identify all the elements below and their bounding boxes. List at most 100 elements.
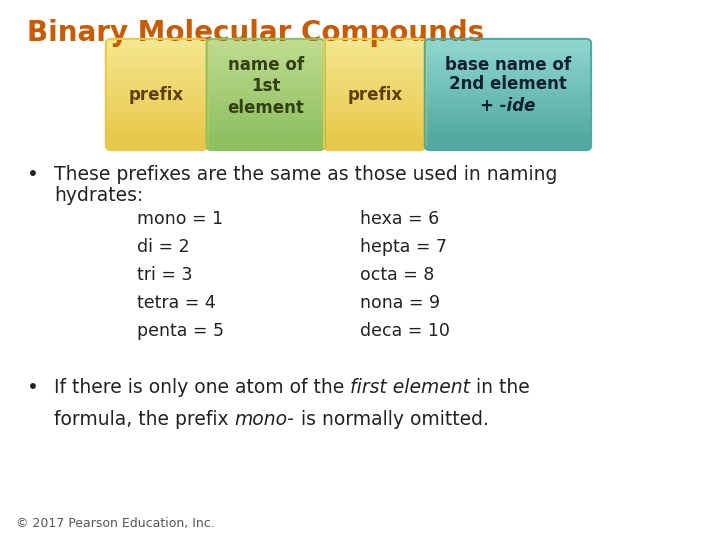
- FancyBboxPatch shape: [425, 49, 591, 60]
- FancyBboxPatch shape: [207, 69, 325, 81]
- FancyBboxPatch shape: [324, 125, 426, 137]
- FancyBboxPatch shape: [207, 59, 325, 71]
- FancyBboxPatch shape: [425, 123, 591, 135]
- FancyBboxPatch shape: [106, 90, 207, 102]
- FancyBboxPatch shape: [106, 46, 207, 58]
- FancyBboxPatch shape: [425, 41, 591, 53]
- FancyBboxPatch shape: [324, 64, 426, 76]
- FancyBboxPatch shape: [324, 87, 426, 99]
- FancyBboxPatch shape: [106, 41, 207, 53]
- Text: is normally omitted.: is normally omitted.: [294, 410, 488, 429]
- FancyBboxPatch shape: [106, 105, 207, 117]
- FancyBboxPatch shape: [106, 103, 207, 114]
- FancyBboxPatch shape: [425, 46, 591, 58]
- FancyBboxPatch shape: [324, 59, 426, 71]
- FancyBboxPatch shape: [425, 66, 591, 78]
- FancyBboxPatch shape: [425, 69, 591, 81]
- FancyBboxPatch shape: [324, 103, 426, 114]
- FancyBboxPatch shape: [106, 131, 207, 143]
- FancyBboxPatch shape: [324, 79, 426, 91]
- FancyBboxPatch shape: [324, 62, 426, 73]
- FancyBboxPatch shape: [106, 92, 207, 104]
- Text: 2nd element: 2nd element: [449, 75, 567, 93]
- FancyBboxPatch shape: [207, 123, 325, 135]
- FancyBboxPatch shape: [425, 38, 591, 50]
- FancyBboxPatch shape: [106, 107, 207, 119]
- Text: first element: first element: [350, 378, 470, 397]
- FancyBboxPatch shape: [207, 49, 325, 60]
- FancyBboxPatch shape: [324, 51, 426, 63]
- Text: mono-: mono-: [235, 410, 294, 429]
- FancyBboxPatch shape: [324, 43, 426, 55]
- FancyBboxPatch shape: [324, 128, 426, 140]
- FancyBboxPatch shape: [324, 123, 426, 135]
- FancyBboxPatch shape: [106, 97, 207, 109]
- FancyBboxPatch shape: [207, 128, 325, 140]
- FancyBboxPatch shape: [324, 72, 426, 83]
- FancyBboxPatch shape: [106, 74, 207, 86]
- FancyBboxPatch shape: [207, 84, 325, 96]
- FancyBboxPatch shape: [324, 110, 426, 122]
- FancyBboxPatch shape: [106, 84, 207, 96]
- FancyBboxPatch shape: [324, 133, 426, 145]
- FancyBboxPatch shape: [425, 107, 591, 119]
- FancyBboxPatch shape: [425, 82, 591, 94]
- FancyBboxPatch shape: [106, 49, 207, 60]
- FancyBboxPatch shape: [324, 84, 426, 96]
- FancyBboxPatch shape: [106, 38, 207, 50]
- FancyBboxPatch shape: [324, 131, 426, 143]
- FancyBboxPatch shape: [207, 87, 325, 99]
- FancyBboxPatch shape: [324, 38, 426, 50]
- FancyBboxPatch shape: [425, 95, 591, 106]
- FancyBboxPatch shape: [207, 90, 325, 102]
- FancyBboxPatch shape: [207, 66, 325, 78]
- FancyBboxPatch shape: [324, 82, 426, 94]
- FancyBboxPatch shape: [207, 105, 325, 117]
- FancyBboxPatch shape: [324, 95, 426, 106]
- FancyBboxPatch shape: [324, 92, 426, 104]
- FancyBboxPatch shape: [324, 41, 426, 53]
- FancyBboxPatch shape: [425, 100, 591, 112]
- FancyBboxPatch shape: [207, 110, 325, 122]
- FancyBboxPatch shape: [207, 136, 325, 147]
- FancyBboxPatch shape: [425, 59, 591, 71]
- FancyBboxPatch shape: [425, 62, 591, 73]
- FancyBboxPatch shape: [324, 107, 426, 119]
- FancyBboxPatch shape: [324, 105, 426, 117]
- FancyBboxPatch shape: [106, 64, 207, 76]
- FancyBboxPatch shape: [207, 113, 325, 125]
- FancyBboxPatch shape: [106, 77, 207, 89]
- FancyBboxPatch shape: [207, 82, 325, 94]
- Text: element: element: [228, 99, 304, 117]
- FancyBboxPatch shape: [324, 46, 426, 58]
- Text: hepta = 7: hepta = 7: [360, 238, 447, 255]
- FancyBboxPatch shape: [207, 120, 325, 132]
- FancyBboxPatch shape: [207, 116, 325, 127]
- Text: name of: name of: [228, 56, 304, 74]
- FancyBboxPatch shape: [106, 95, 207, 106]
- FancyBboxPatch shape: [324, 120, 426, 132]
- FancyBboxPatch shape: [425, 97, 591, 109]
- FancyBboxPatch shape: [106, 54, 207, 65]
- FancyBboxPatch shape: [425, 103, 591, 114]
- Text: hexa = 6: hexa = 6: [360, 210, 439, 227]
- FancyBboxPatch shape: [207, 97, 325, 109]
- FancyBboxPatch shape: [425, 118, 591, 130]
- FancyBboxPatch shape: [207, 64, 325, 76]
- FancyBboxPatch shape: [207, 51, 325, 63]
- FancyBboxPatch shape: [207, 95, 325, 106]
- Text: deca = 10: deca = 10: [360, 322, 450, 340]
- FancyBboxPatch shape: [207, 41, 325, 53]
- FancyBboxPatch shape: [106, 69, 207, 81]
- FancyBboxPatch shape: [324, 100, 426, 112]
- FancyBboxPatch shape: [207, 125, 325, 137]
- FancyBboxPatch shape: [207, 46, 325, 58]
- FancyBboxPatch shape: [106, 120, 207, 132]
- FancyBboxPatch shape: [106, 110, 207, 122]
- Text: + -ide: + -ide: [480, 97, 536, 116]
- FancyBboxPatch shape: [425, 90, 591, 102]
- FancyBboxPatch shape: [106, 79, 207, 91]
- Text: octa = 8: octa = 8: [360, 266, 434, 284]
- FancyBboxPatch shape: [425, 131, 591, 143]
- FancyBboxPatch shape: [425, 64, 591, 76]
